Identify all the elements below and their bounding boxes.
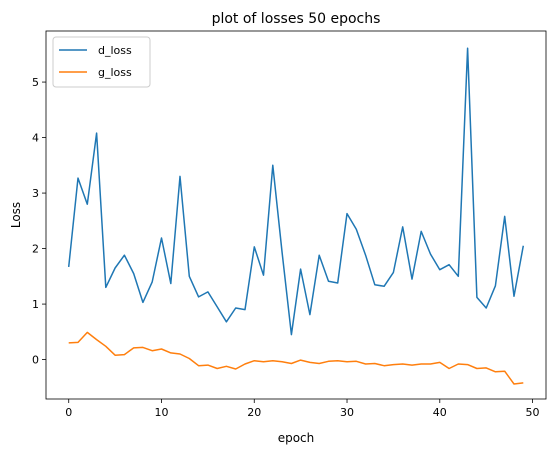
y-tick-label: 1	[32, 298, 39, 311]
y-tick-label: 0	[32, 354, 39, 367]
x-tick-label: 20	[247, 406, 261, 419]
y-tick-label: 5	[32, 76, 39, 89]
x-axis-label: epoch	[278, 431, 315, 445]
x-tick-label: 0	[65, 406, 72, 419]
legend-label-g_loss: g_loss	[98, 66, 132, 79]
y-axis-label: Loss	[9, 202, 23, 228]
x-tick-label: 40	[433, 406, 447, 419]
x-tick-label: 30	[340, 406, 354, 419]
legend-label-d_loss: d_loss	[98, 44, 132, 57]
series-layer	[67, 47, 525, 385]
y-axis: 0 1 2 3 4 5	[32, 76, 46, 367]
x-tick-label: 10	[154, 406, 168, 419]
x-axis: 0 10 20 30 40 50	[65, 399, 540, 419]
legend: d_loss g_loss	[52, 36, 151, 88]
y-tick-label: 2	[32, 243, 39, 256]
series-line-d_loss	[67, 47, 525, 336]
y-tick-label: 4	[32, 132, 39, 145]
x-tick-label: 50	[526, 406, 540, 419]
series-line-g_loss	[68, 331, 524, 385]
y-tick-label: 3	[32, 187, 39, 200]
plot-frame	[45, 30, 547, 400]
chart-title: plot of losses 50 epochs	[212, 11, 381, 27]
